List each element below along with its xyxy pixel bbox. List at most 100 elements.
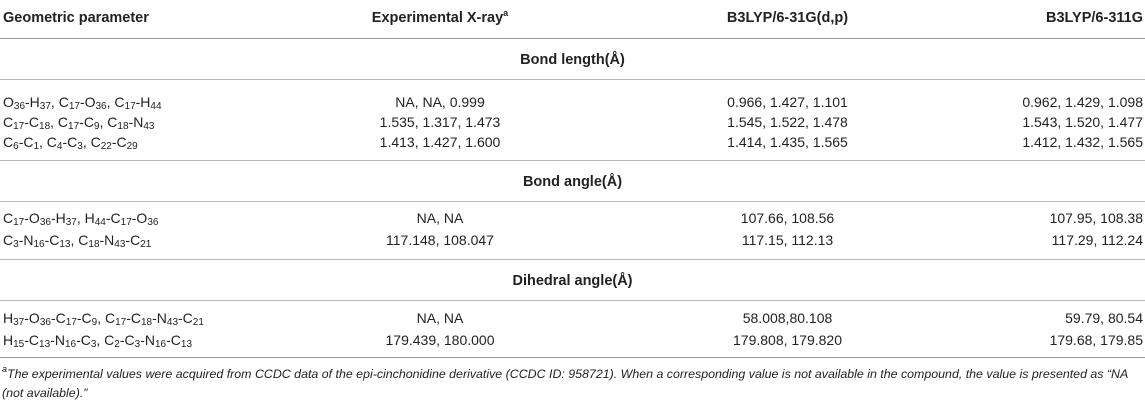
atom-index: 36: [95, 101, 107, 112]
atom-index: 13: [59, 239, 71, 250]
b6311-cell: 107.95, 108.38: [1049, 210, 1143, 226]
section-bond-length: Bond length(Å): [520, 52, 625, 68]
atom-symbol: C: [3, 134, 14, 150]
exp-cell: NA, NA, 0.999: [395, 94, 485, 110]
atom-symbol: -C: [125, 232, 141, 248]
section-rule: [0, 259, 1145, 260]
header-experimental-xray: Experimental X-raya: [325, 8, 555, 28]
param-cell: O36-H37, C17-O36, C17-H44: [3, 92, 162, 112]
b631-cell: 0.966, 1.427, 1.101: [727, 94, 848, 110]
atom-index: 18: [39, 121, 51, 132]
b6311-cell: 59.79, 80.54: [1065, 310, 1143, 326]
atom-symbol: C: [3, 114, 14, 130]
table-row: H37-O36-C17-C9, C17-C18-N43-C21 NA, NA 5…: [0, 308, 1145, 328]
atom-symbol: -C: [18, 134, 34, 150]
atom-index: 36: [147, 217, 159, 228]
atom-index: 22: [100, 141, 112, 152]
b631-cell: 58.008,80.108: [742, 310, 833, 326]
exp-cell: 1.535, 1.317, 1.473: [379, 114, 501, 130]
atom-index: 17: [68, 101, 80, 112]
atom-index: 17: [68, 121, 80, 132]
exp-cell: 117.148, 108.047: [386, 232, 494, 248]
atom-index: 13: [39, 339, 51, 350]
b6311-cell: 179.68, 179.85: [1049, 332, 1143, 348]
table-header-row: Geometric parameter Experimental X-raya …: [0, 8, 1145, 28]
atom-index: 44: [94, 217, 106, 228]
atom-symbol: H: [3, 332, 14, 348]
atom-index: 43: [114, 239, 126, 250]
header-geometric-parameter: Geometric parameter: [3, 10, 149, 26]
atom-symbol: -H: [50, 210, 66, 226]
atom-symbol: , H: [76, 210, 95, 226]
atom-symbol: C: [3, 210, 14, 226]
atom-index: 9: [91, 317, 98, 328]
exp-cell: NA, NA: [416, 210, 464, 226]
atom-symbol: , C: [96, 332, 115, 348]
table-row: C17-C18, C17-C9, C18-N43 1.535, 1.317, 1…: [0, 112, 1145, 132]
atom-symbol: -C: [166, 332, 181, 348]
atom-symbol: -C: [44, 232, 60, 248]
atom-index: 36: [39, 317, 51, 328]
exp-cell: NA, NA: [416, 310, 464, 326]
section-rule: [0, 201, 1145, 202]
atom-index: 9: [93, 121, 100, 132]
atom-index: 37: [13, 317, 25, 328]
atom-index: 3: [77, 141, 83, 152]
atom-symbol: -H: [25, 94, 40, 110]
section-bond-angle: Bond angle(Å): [522, 174, 623, 190]
atom-symbol: -N: [140, 332, 155, 348]
section-rule: [0, 300, 1145, 301]
atom-symbol: , C: [70, 232, 89, 248]
param-cell: C17-C18, C17-C9, C18-N43: [3, 112, 154, 132]
exp-cell: 1.413, 1.427, 1.600: [379, 134, 501, 150]
b631-cell: 107.66, 108.56: [740, 210, 835, 226]
atom-index: 16: [33, 239, 45, 250]
b631-cell: 117.15, 112.13: [741, 232, 834, 248]
b6311-cell: 1.412, 1.432, 1.565: [1022, 134, 1143, 150]
atom-symbol: C: [3, 232, 14, 248]
atom-symbol: -C: [126, 310, 141, 326]
b6311-cell: 0.962, 1.429, 1.098: [1022, 94, 1143, 110]
section-dihedral-angle: Dihedral angle(Å): [512, 273, 633, 289]
atom-symbol: -C: [119, 332, 135, 348]
param-cell: H15-C13-N16-C3, C2-C3-N16-C13: [3, 330, 192, 350]
table-row: H15-C13-N16-C3, C2-C3-N16-C13 179.439, 1…: [0, 330, 1145, 350]
section-rule: [0, 160, 1145, 161]
atom-symbol: -C: [62, 134, 78, 150]
atom-index: 4: [56, 141, 63, 152]
footnote-mark: a: [2, 364, 8, 374]
atom-symbol: , C: [82, 134, 101, 150]
atom-symbol: , C: [50, 114, 69, 130]
param-cell: C6-C1, C4-C3, C22-C29: [3, 132, 138, 152]
section-rule: [0, 79, 1145, 80]
b631-cell: 1.414, 1.435, 1.565: [727, 134, 848, 150]
atom-index: 17: [65, 317, 77, 328]
atom-symbol: , C: [106, 94, 125, 110]
atom-symbol: , C: [50, 94, 69, 110]
atom-symbol: -C: [76, 332, 91, 348]
atom-index: 13: [180, 339, 193, 350]
table-row: O36-H37, C17-O36, C17-H44 NA, NA, 0.999 …: [0, 92, 1145, 112]
atom-symbol: , C: [39, 134, 57, 150]
atom-index: 1: [33, 141, 40, 152]
param-cell: C17-O36-H37, H44-C17-O36: [3, 208, 158, 228]
atom-symbol: -N: [99, 232, 115, 248]
atom-symbol: -C: [178, 310, 193, 326]
exp-cell: 179.439, 180.000: [385, 332, 495, 348]
atom-index: 37: [65, 217, 77, 228]
table-row: C6-C1, C4-C3, C22-C29 1.413, 1.427, 1.60…: [0, 132, 1145, 152]
atom-symbol: -C: [24, 332, 40, 348]
atom-index: 16: [154, 339, 167, 350]
atom-index: 43: [143, 121, 155, 132]
atom-symbol: -O: [24, 210, 40, 226]
table-bottom-rule: [0, 357, 1145, 358]
atom-index: 17: [120, 217, 132, 228]
atom-symbol: -C: [79, 114, 94, 130]
atom-index: 21: [192, 317, 204, 328]
atom-index: 21: [140, 239, 152, 250]
atom-symbol: H: [3, 310, 14, 326]
b6311-cell: 1.543, 1.520, 1.477: [1022, 114, 1143, 130]
atom-symbol: -N: [18, 232, 34, 248]
atom-index: 37: [39, 101, 51, 112]
atom-symbol: -C: [111, 134, 127, 150]
